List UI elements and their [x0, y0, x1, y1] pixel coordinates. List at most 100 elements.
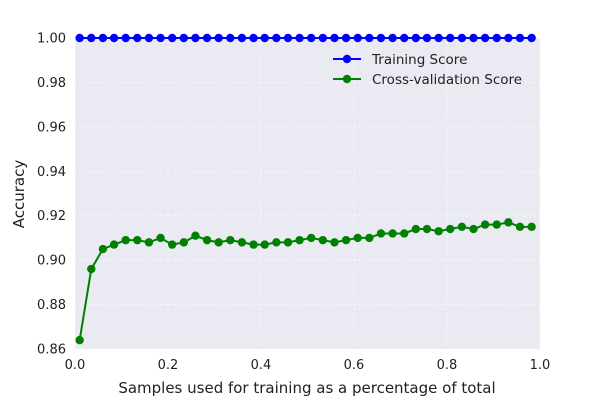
legend-training-label: Training Score [371, 52, 467, 68]
cross-validation-score-point [353, 233, 362, 243]
cross-validation-score-point [133, 235, 142, 245]
legend: Training Score Cross-validation Score [333, 52, 522, 88]
training-score-point [492, 33, 501, 43]
cross-validation-score-point [330, 238, 339, 247]
cross-validation-score-point [434, 227, 443, 236]
training-score-point [376, 33, 386, 43]
y-tick-label: 0.98 [37, 76, 66, 91]
training-score-point [226, 33, 235, 43]
x-axis-label: Samples used for training as a percentag… [118, 379, 495, 397]
training-score-point [434, 33, 443, 43]
training-score-point [504, 33, 513, 43]
training-score-point [75, 33, 84, 43]
training-score-point [260, 33, 269, 43]
cross-validation-score-point [457, 222, 467, 232]
training-score-point [515, 33, 525, 43]
cross-validation-score-point [156, 233, 165, 243]
training-score-point [214, 33, 223, 43]
training-score-point [527, 33, 536, 43]
training-score-point [191, 33, 200, 43]
cross-validation-score-point [388, 229, 397, 238]
training-score-point [98, 33, 108, 43]
training-score-point [121, 33, 130, 43]
plot-area [75, 38, 540, 349]
training-score-point [365, 33, 374, 43]
cross-validation-score-point [504, 218, 513, 227]
training-score-point [411, 33, 421, 43]
training-score-point [133, 33, 142, 43]
training-score-point [400, 33, 409, 43]
training-score-point [480, 33, 490, 43]
training-score-point [283, 33, 293, 43]
cross-validation-score-line [78, 221, 532, 341]
cross-validation-score-point [249, 240, 258, 249]
cross-validation-score-point [480, 220, 490, 229]
legend-cv-label: Cross-validation Score [372, 72, 522, 88]
legend-cv-marker [342, 74, 352, 84]
cross-validation-score-point [376, 229, 386, 238]
training-score-point [156, 33, 165, 43]
cross-validation-score-point [446, 224, 455, 234]
training-score-point [179, 33, 189, 43]
cross-validation-score-point [109, 240, 119, 249]
y-tick-label: 0.94 [37, 165, 66, 180]
training-score-point [272, 33, 281, 43]
cross-validation-score-point [214, 238, 223, 247]
cross-validation-score-point [492, 220, 501, 229]
cross-validation-score-point [202, 235, 212, 245]
training-score-point [457, 33, 467, 43]
cross-validation-score-point [283, 238, 293, 247]
cross-validation-score-point [527, 222, 536, 232]
cross-validation-score-point [75, 335, 84, 345]
training-score-point [202, 33, 212, 43]
cross-validation-score-point [422, 224, 432, 234]
cross-validation-score-point [144, 238, 154, 247]
cross-validation-score-point [167, 240, 177, 249]
training-score-point [237, 33, 247, 43]
cross-validation-score-point [121, 235, 130, 245]
axis-ticks: 0.0 0.2 0.4 0.6 0.8 1.0 0.86 0.88 0.90 0.92 0.94 0.… [37, 32, 550, 374]
x-tick-label: 0.2 [158, 358, 179, 373]
x-tick-label: 0.0 [65, 358, 86, 373]
y-tick-label: 0.88 [37, 298, 66, 313]
training-score-point [341, 33, 351, 43]
training-score-point [330, 33, 339, 43]
cross-validation-score-point [365, 233, 374, 243]
training-score-point [422, 33, 432, 43]
training-score-point [295, 33, 304, 43]
y-tick-label: 0.90 [37, 254, 66, 269]
x-tick-label: 0.8 [437, 358, 458, 373]
cross-validation-score-point [237, 238, 247, 247]
cross-validation-score-point [307, 233, 316, 243]
y-axis-label: Accuracy [10, 160, 28, 229]
training-score-point [87, 33, 96, 43]
cross-validation-score-point [226, 235, 235, 245]
training-score-point [144, 33, 154, 43]
cross-validation-score-point [400, 229, 409, 238]
grid-lines [74, 37, 541, 350]
cross-validation-score-point [469, 224, 478, 234]
cross-validation-score-point [191, 231, 200, 240]
cross-validation-score-point [411, 224, 421, 234]
training-score-point [307, 33, 316, 43]
training-score-point [249, 33, 258, 43]
y-tick-label: 1.00 [37, 32, 66, 47]
cross-validation-score-point [87, 264, 96, 274]
x-tick-label: 1.0 [530, 358, 551, 373]
cross-validation-score-point [515, 222, 525, 232]
x-tick-label: 0.4 [251, 358, 272, 373]
cross-validation-score-point [260, 240, 269, 249]
cross-validation-score-point [295, 235, 304, 245]
series-layer [75, 33, 536, 345]
training-score-point [388, 33, 397, 43]
training-score-point [318, 33, 328, 43]
training-score-point [167, 33, 177, 43]
cross-validation-score-point [341, 235, 351, 245]
cross-validation-score-point [179, 238, 189, 247]
legend-training-marker [342, 54, 352, 64]
training-score-point [353, 33, 362, 43]
cross-validation-score-point [318, 235, 328, 245]
cross-validation-score-point [272, 238, 281, 247]
y-tick-label: 0.92 [37, 209, 66, 224]
